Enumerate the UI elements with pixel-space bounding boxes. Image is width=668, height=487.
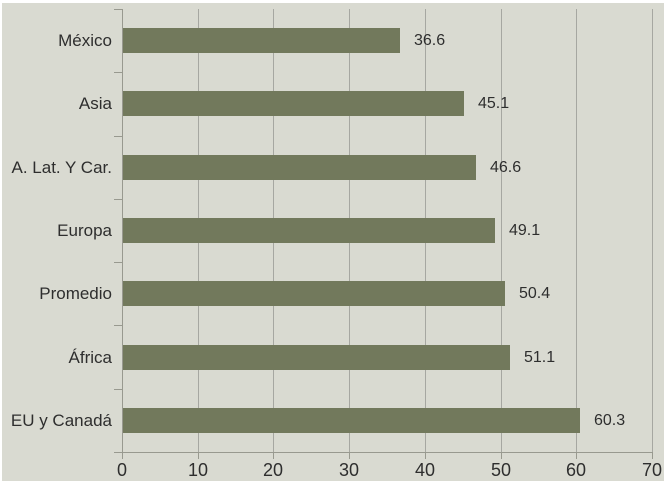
category-label: África bbox=[68, 348, 112, 367]
bar-value-label: 46.6 bbox=[490, 159, 522, 176]
x-axis-tick-20 bbox=[273, 453, 274, 459]
y-axis-boundary-tick bbox=[114, 325, 122, 326]
y-axis-boundary-tick bbox=[114, 136, 122, 137]
y-axis-boundary-tick bbox=[114, 389, 122, 390]
bar-4 bbox=[123, 281, 505, 306]
category-label: EU y Canadá bbox=[10, 411, 112, 430]
bar-5 bbox=[123, 345, 510, 370]
category-label: Asia bbox=[78, 94, 112, 113]
category-label: Promedio bbox=[39, 284, 112, 303]
x-axis-tick-label: 40 bbox=[414, 460, 436, 480]
x-axis-tick-30 bbox=[349, 453, 350, 459]
bar-2 bbox=[123, 155, 476, 180]
bar-value-label: 50.4 bbox=[519, 285, 551, 302]
y-axis-boundary-tick bbox=[114, 452, 122, 453]
category-label: A. Lat. Y Car. bbox=[11, 158, 113, 177]
x-axis-tick-50 bbox=[501, 453, 502, 459]
gridline-50 bbox=[501, 9, 502, 452]
x-axis-tick-10 bbox=[198, 453, 199, 459]
x-axis-tick-60 bbox=[576, 453, 577, 459]
bar-value-label: 51.1 bbox=[524, 349, 556, 366]
y-axis-boundary-tick bbox=[114, 72, 122, 73]
gridline-60 bbox=[576, 9, 577, 452]
bar-value-label: 45.1 bbox=[478, 95, 510, 112]
bar-value-label: 36.6 bbox=[414, 32, 446, 49]
bar-0 bbox=[123, 28, 400, 53]
x-axis-line bbox=[114, 452, 653, 453]
x-axis-tick-label: 0 bbox=[116, 460, 127, 480]
x-axis-tick-label: 10 bbox=[187, 460, 209, 480]
x-axis-tick-40 bbox=[425, 453, 426, 459]
y-axis-boundary-tick bbox=[114, 9, 122, 10]
gridline-70 bbox=[652, 9, 653, 452]
category-label: Europa bbox=[57, 221, 112, 240]
y-axis-line bbox=[122, 9, 123, 453]
bar-6 bbox=[123, 408, 580, 433]
y-axis-boundary-tick bbox=[114, 199, 122, 200]
x-axis-tick-label: 20 bbox=[262, 460, 284, 480]
x-axis-tick-70 bbox=[652, 453, 653, 459]
category-label: México bbox=[58, 31, 112, 50]
x-axis-tick-label: 50 bbox=[490, 460, 512, 480]
bar-value-label: 49.1 bbox=[509, 222, 541, 239]
bar-value-label: 60.3 bbox=[594, 412, 626, 429]
bar-1 bbox=[123, 91, 464, 116]
bar-3 bbox=[123, 218, 495, 243]
plot-area bbox=[122, 9, 653, 452]
x-axis-tick-label: 70 bbox=[641, 460, 663, 480]
y-axis-boundary-tick bbox=[114, 262, 122, 263]
x-axis-tick-label: 30 bbox=[338, 460, 360, 480]
x-axis-tick-0 bbox=[122, 453, 123, 459]
x-axis-tick-label: 60 bbox=[565, 460, 587, 480]
